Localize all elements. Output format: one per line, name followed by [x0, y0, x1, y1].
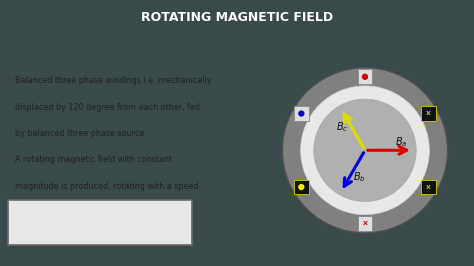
Text: ■: ■: [5, 76, 12, 82]
Text: (Ns= 120fₛ/P rpm): (Ns= 120fₛ/P rpm): [54, 219, 146, 228]
Circle shape: [283, 68, 447, 233]
FancyBboxPatch shape: [8, 200, 192, 245]
FancyBboxPatch shape: [294, 106, 309, 121]
Text: Balanced three phase windings i.e. mechanically: Balanced three phase windings i.e. mecha…: [15, 76, 212, 85]
FancyBboxPatch shape: [294, 180, 309, 194]
Circle shape: [301, 86, 429, 215]
FancyBboxPatch shape: [421, 180, 436, 194]
Text: X: X: [426, 185, 431, 190]
Text: X: X: [363, 221, 367, 226]
Text: by balanced three phase source: by balanced three phase source: [15, 130, 145, 139]
Circle shape: [362, 74, 368, 80]
FancyBboxPatch shape: [421, 106, 436, 121]
Circle shape: [298, 110, 304, 117]
Text: ■: ■: [5, 155, 12, 161]
Text: X: X: [426, 111, 431, 116]
Text: magnitude is produced, rotating with a speed: magnitude is produced, rotating with a s…: [15, 181, 199, 190]
FancyBboxPatch shape: [357, 216, 373, 231]
Text: $B_b$: $B_b$: [353, 170, 365, 184]
Circle shape: [314, 99, 416, 202]
Circle shape: [298, 184, 304, 190]
Text: displaced by 120 degree from each other, fed: displaced by 120 degree from each other,…: [15, 103, 201, 112]
FancyBboxPatch shape: [357, 69, 373, 84]
Text: A rotating magnetic field with constant: A rotating magnetic field with constant: [15, 155, 173, 164]
Text: $B_a$: $B_a$: [395, 135, 407, 149]
Text: $B_c$: $B_c$: [336, 120, 348, 134]
Text: ROTATING MAGNETIC FIELD: ROTATING MAGNETIC FIELD: [141, 11, 333, 24]
